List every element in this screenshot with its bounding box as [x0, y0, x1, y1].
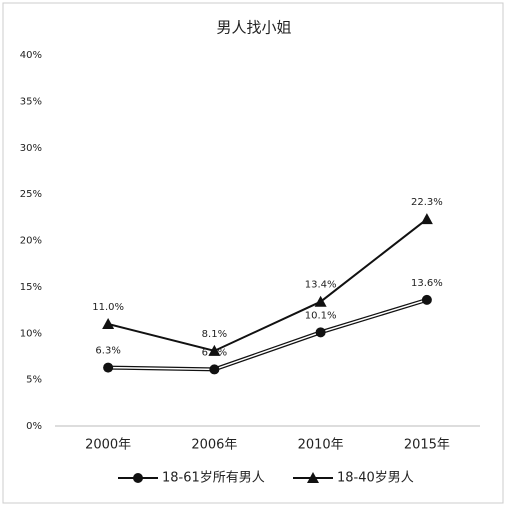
- x-tick-label: 2010年: [298, 438, 344, 453]
- data-label: 11.0%: [92, 302, 124, 313]
- marker: [102, 317, 115, 329]
- data-label: 10.1%: [305, 310, 337, 321]
- x-tick-label: 2006年: [191, 438, 237, 453]
- data-label: 6.3%: [95, 346, 120, 357]
- series-line-inner: [108, 299, 428, 371]
- data-label: 13.6%: [411, 278, 443, 289]
- y-tick-label: 15%: [20, 282, 42, 293]
- y-tick-label: 25%: [20, 189, 42, 200]
- marker: [209, 364, 220, 375]
- marker: [133, 473, 143, 483]
- y-tick-label: 10%: [20, 328, 42, 339]
- x-tick-label: 2015年: [404, 438, 450, 453]
- legend-label: 18-40岁男人: [337, 471, 414, 486]
- marker: [420, 213, 433, 225]
- marker: [315, 327, 326, 338]
- data-label: 22.3%: [411, 197, 443, 208]
- x-tick-label: 2000年: [85, 438, 131, 453]
- marker: [103, 362, 114, 373]
- y-tick-label: 35%: [20, 96, 42, 107]
- data-label: 13.4%: [305, 280, 337, 291]
- marker: [307, 472, 319, 483]
- y-tick-label: 40%: [20, 50, 42, 61]
- legend-label: 18-61岁所有男人: [162, 471, 265, 486]
- y-tick-label: 0%: [26, 421, 42, 432]
- y-tick-label: 20%: [20, 236, 42, 247]
- chart-title: 男人找小姐: [216, 19, 291, 37]
- y-tick-label: 30%: [20, 143, 42, 154]
- series-line: [107, 218, 428, 352]
- marker: [208, 344, 221, 356]
- marker: [314, 295, 327, 307]
- chart-frame: [2, 2, 504, 504]
- data-label: 8.1%: [202, 329, 227, 340]
- y-tick-label: 5%: [26, 375, 42, 386]
- marker: [421, 294, 432, 305]
